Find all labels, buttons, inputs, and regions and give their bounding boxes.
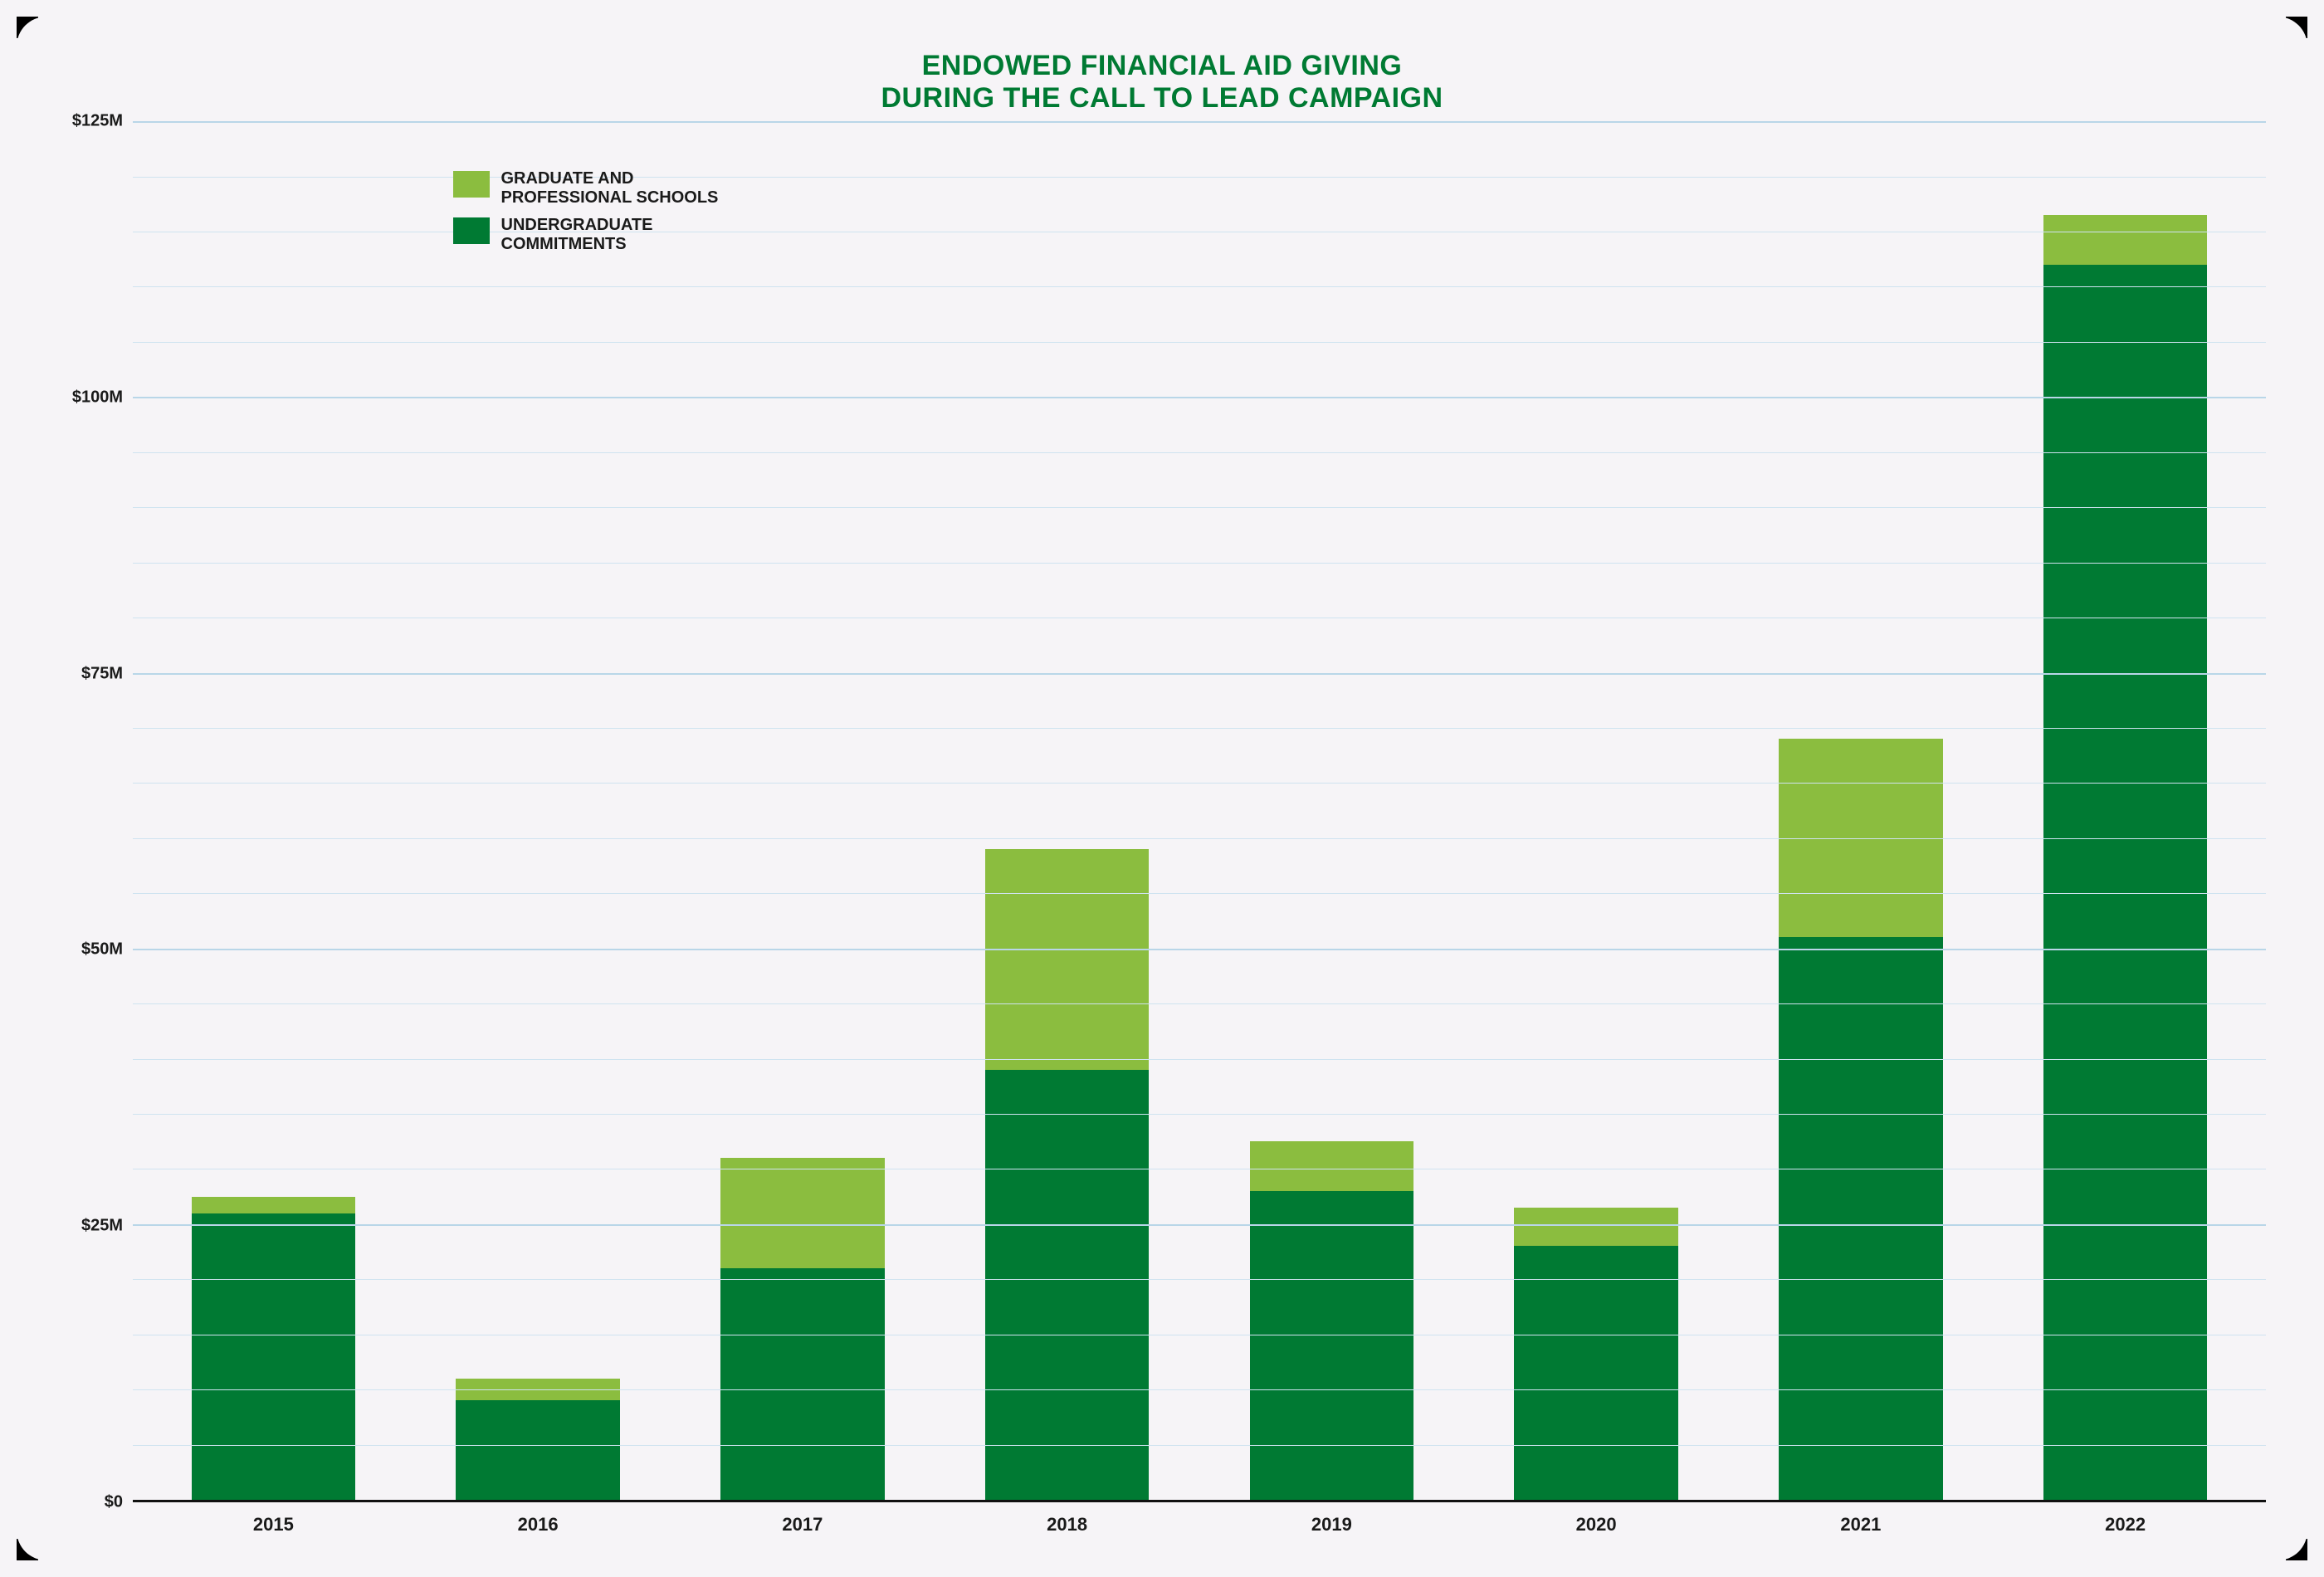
gridline-minor [133, 893, 2266, 894]
bar-slot [406, 121, 671, 1500]
gridline-minor [133, 1279, 2266, 1280]
bar-2015 [192, 1197, 356, 1500]
gridline-minor [133, 1059, 2266, 1060]
bar-segment-undergraduate [720, 1268, 885, 1500]
gridline-minor [133, 838, 2266, 839]
gridline-minor [133, 452, 2266, 453]
gridline-minor [133, 1389, 2266, 1390]
bar-segment-undergraduate [456, 1400, 620, 1500]
chart-title-line1: ENDOWED FINANCIAL AID GIVING [922, 50, 1403, 81]
gridline-minor [133, 1445, 2266, 1446]
bars-container [133, 121, 2266, 1500]
chart-title-line2: DURING THE CALL TO LEAD CAMPAIGN [881, 82, 1443, 114]
bar-segment-undergraduate [192, 1213, 356, 1500]
plot-area: GRADUATE AND PROFESSIONAL SCHOOLS UNDERGR… [133, 121, 2266, 1502]
bar-2018 [985, 849, 1150, 1500]
y-tick-label: $75M [81, 664, 123, 683]
bar-segment-graduate [1250, 1141, 1414, 1191]
chart-title: ENDOWED FINANCIAL AID GIVING DURING THE … [58, 50, 2266, 115]
bar-slot [1729, 121, 1994, 1500]
bar-segment-undergraduate [1250, 1191, 1414, 1500]
y-tick-label: $50M [81, 940, 123, 959]
bar-segment-graduate [192, 1197, 356, 1213]
gridline-minor [133, 286, 2266, 287]
bar-slot [1993, 121, 2258, 1500]
x-tick-label: 2019 [1199, 1514, 1464, 1536]
legend-item-undergraduate: UNDERGRADUATE COMMITMENTS [453, 216, 719, 254]
gridline-major [133, 121, 2266, 123]
gridline-major [133, 397, 2266, 398]
gridline-major [133, 949, 2266, 950]
bar-segment-undergraduate [985, 1070, 1150, 1500]
legend-item-graduate: GRADUATE AND PROFESSIONAL SCHOOLS [453, 169, 719, 208]
bar-2019 [1250, 1141, 1414, 1500]
chart-area: $0$25M$50M$75M$100M$125M GRADUATE AND PR… [58, 121, 2266, 1536]
gridline-minor [133, 783, 2266, 784]
x-tick-label: 2020 [1464, 1514, 1729, 1536]
x-tick-label: 2018 [935, 1514, 1199, 1536]
bar-slot [1464, 121, 1729, 1500]
bar-2017 [720, 1158, 885, 1500]
gridline-major [133, 1224, 2266, 1226]
x-tick-label: 2021 [1729, 1514, 1994, 1536]
x-tick-label: 2015 [141, 1514, 406, 1536]
bar-segment-graduate [720, 1158, 885, 1268]
bar-2020 [1514, 1208, 1678, 1500]
bar-slot [1199, 121, 1464, 1500]
bar-segment-undergraduate [1779, 937, 1943, 1500]
legend-swatch [453, 171, 490, 198]
bar-2022 [2043, 215, 2208, 1500]
y-tick-label: $100M [72, 388, 123, 407]
x-axis-labels: 20152016201720182019202020212022 [133, 1502, 2266, 1536]
gridline-minor [133, 507, 2266, 508]
y-tick-label: $0 [105, 1493, 123, 1512]
gridline-major [133, 673, 2266, 675]
gridline-minor [133, 1114, 2266, 1115]
legend: GRADUATE AND PROFESSIONAL SCHOOLS UNDERGR… [453, 169, 719, 254]
x-tick-label: 2016 [406, 1514, 671, 1536]
bar-segment-undergraduate [2043, 265, 2208, 1500]
bar-segment-undergraduate [1514, 1246, 1678, 1500]
bar-2021 [1779, 739, 1943, 1500]
gridline-minor [133, 728, 2266, 729]
bar-slot [935, 121, 1199, 1500]
chart-card: ENDOWED FINANCIAL AID GIVING DURING THE … [17, 17, 2307, 1560]
legend-swatch [453, 217, 490, 244]
x-tick-label: 2017 [671, 1514, 935, 1536]
x-tick-label: 2022 [1993, 1514, 2258, 1536]
bar-segment-graduate [985, 849, 1150, 1070]
gridline-minor [133, 563, 2266, 564]
y-tick-label: $125M [72, 112, 123, 131]
bar-segment-graduate [2043, 215, 2208, 265]
gridline-minor [133, 1003, 2266, 1004]
y-axis: $0$25M$50M$75M$100M$125M [58, 121, 133, 1502]
y-tick-label: $25M [81, 1217, 123, 1236]
x-axis: 20152016201720182019202020212022 [58, 1502, 2266, 1536]
bar-2016 [456, 1379, 620, 1500]
bar-slot [141, 121, 406, 1500]
legend-label: UNDERGRADUATE COMMITMENTS [501, 216, 653, 254]
legend-label: GRADUATE AND PROFESSIONAL SCHOOLS [501, 169, 719, 208]
bar-slot [671, 121, 935, 1500]
bar-segment-graduate [1514, 1208, 1678, 1247]
gridline-minor [133, 342, 2266, 343]
